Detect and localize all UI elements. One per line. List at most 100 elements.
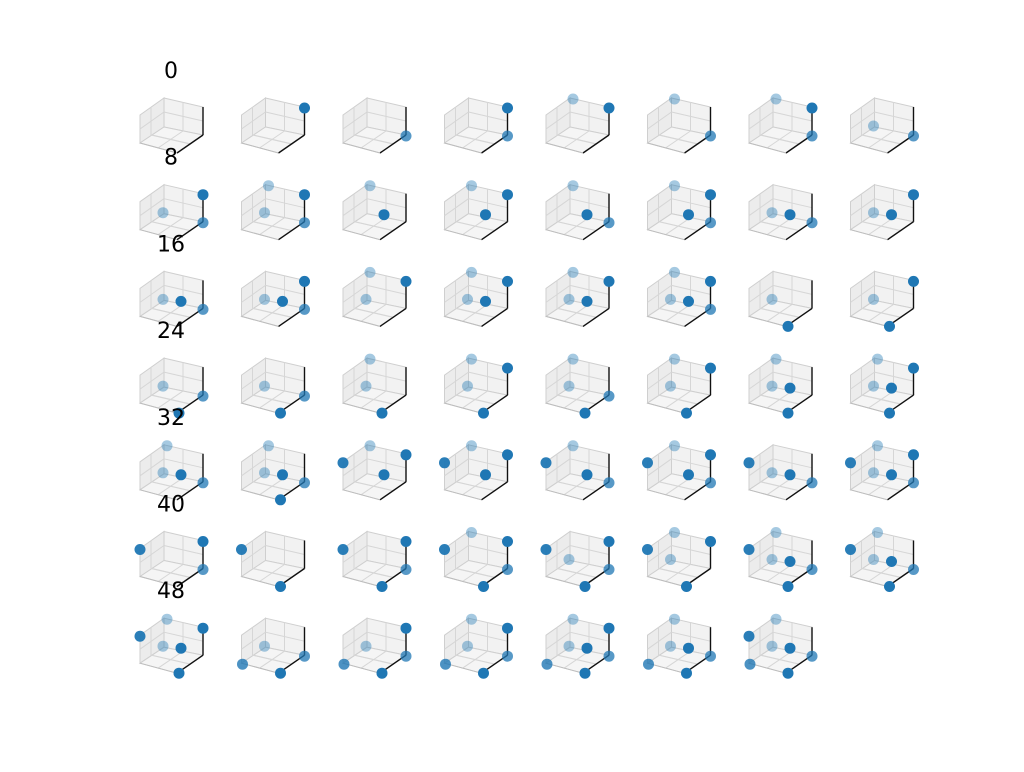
data-point [705, 362, 716, 374]
grid-line [163, 198, 204, 209]
data-point [784, 469, 796, 481]
data-point [563, 640, 575, 652]
x-axis-line [647, 229, 685, 241]
data-point [400, 536, 412, 547]
data-point [197, 622, 209, 634]
data-point [364, 440, 376, 452]
data-point [806, 217, 818, 229]
grid-line [658, 307, 698, 318]
data-point [440, 658, 451, 670]
grid-line [545, 631, 571, 650]
data-point [669, 180, 680, 192]
grid-line [569, 198, 610, 209]
data-point [338, 658, 350, 670]
data-point [462, 380, 473, 392]
subplot-panel-16 [138, 270, 209, 327]
subplot-panel-54 [743, 613, 818, 679]
data-point [908, 477, 919, 489]
data-point [502, 622, 513, 634]
data-point [669, 440, 680, 452]
data-point [175, 642, 187, 654]
data-point [378, 469, 390, 481]
data-point [439, 457, 450, 469]
data-point [480, 469, 491, 481]
data-point [683, 469, 694, 481]
grid-line [569, 371, 610, 382]
data-point [400, 449, 412, 461]
subplot-panel-31 [849, 353, 919, 419]
x-axis-line [139, 402, 178, 414]
data-point [642, 457, 653, 469]
data-point [567, 266, 579, 278]
data-point [784, 642, 796, 654]
grid-line [241, 198, 266, 217]
data-point [603, 217, 615, 229]
grid-line [139, 371, 165, 390]
grid-line [455, 307, 495, 318]
grid-line [342, 631, 368, 650]
subplot-panel-4 [544, 93, 615, 154]
y-axis-line [582, 307, 610, 327]
grid-line [545, 111, 571, 130]
subplot-panel-13 [646, 180, 716, 241]
grid-line [139, 458, 165, 477]
grid-line [556, 654, 597, 665]
data-point [173, 407, 185, 419]
x-axis-line [748, 142, 787, 154]
data-point [681, 407, 692, 419]
data-point [782, 667, 794, 679]
grid-line [163, 284, 204, 295]
data-point [908, 362, 919, 374]
y-axis-line [278, 134, 305, 154]
grid-line [658, 134, 698, 145]
data-point [157, 380, 169, 392]
data-point [868, 293, 879, 305]
data-point [908, 130, 919, 142]
data-point [669, 93, 680, 105]
subplot-panel-21 [646, 266, 716, 327]
grid-line [647, 545, 672, 563]
grid-line [850, 371, 875, 390]
subplot-panel-9 [240, 180, 310, 241]
data-point [766, 207, 778, 219]
grid-line [671, 111, 711, 122]
grid-line [150, 134, 191, 145]
grid-line [444, 284, 469, 303]
row-label: 8 [164, 146, 178, 171]
subplot-panel-12 [544, 180, 615, 241]
grid-line [252, 221, 292, 232]
grid-line [353, 221, 394, 232]
grid-line [861, 134, 901, 145]
grid-line [455, 221, 495, 232]
y-axis-line [176, 134, 204, 154]
data-point [665, 380, 676, 392]
subplot-panel-40 [134, 530, 209, 588]
data-point [299, 303, 310, 315]
x-axis-line [850, 489, 888, 501]
data-point [669, 613, 680, 625]
data-point [603, 622, 615, 634]
x-axis-line [241, 315, 279, 327]
grid-line [671, 284, 711, 295]
x-axis-line [444, 576, 482, 587]
y-axis-line [887, 221, 914, 241]
subplot-panel-42 [337, 530, 412, 592]
grid-line [265, 458, 305, 469]
data-point [175, 295, 187, 307]
x-axis-line [444, 229, 482, 241]
data-point [603, 564, 615, 575]
grid-line [444, 198, 469, 217]
grid-line [556, 307, 597, 318]
data-point [784, 556, 796, 567]
subplot-panel-17 [240, 270, 310, 327]
data-point [277, 295, 288, 307]
data-point [462, 640, 473, 652]
y-axis-line [481, 481, 508, 501]
data-point [705, 189, 716, 201]
data-point [197, 189, 209, 201]
data-point [502, 189, 513, 201]
grid-line [265, 111, 305, 122]
subplot-panel-52 [541, 613, 615, 679]
data-point [567, 180, 579, 192]
subplot-panel-30 [747, 353, 814, 419]
